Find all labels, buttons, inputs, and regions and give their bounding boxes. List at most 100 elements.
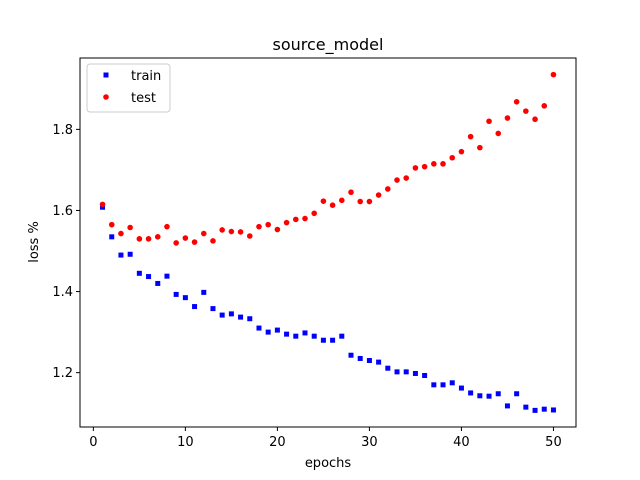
test-point — [348, 189, 354, 196]
legend-train-label: train — [131, 69, 161, 84]
x-tick-label: 0 — [89, 435, 97, 450]
train-point — [192, 304, 198, 310]
test-point — [164, 223, 170, 230]
train-point — [100, 204, 106, 210]
test-point — [311, 210, 317, 217]
train-point — [293, 333, 299, 339]
legend-train-marker — [103, 72, 109, 78]
y-axis-ticks: 1.2 1.4 1.6 1.8 — [52, 123, 80, 381]
test-point — [118, 230, 124, 237]
test-point — [200, 230, 207, 237]
y-tick-label: 1.2 — [52, 366, 73, 381]
test-point — [449, 154, 456, 161]
plot-frame — [79, 57, 577, 428]
train-point — [247, 316, 253, 322]
y-axis-title: loss % — [27, 221, 42, 263]
train-point — [412, 370, 418, 376]
train-point — [155, 280, 161, 286]
train-point — [320, 337, 326, 343]
test-point — [339, 197, 345, 204]
test-point — [385, 186, 391, 192]
test-point — [403, 175, 410, 181]
test-point — [228, 228, 235, 235]
test-point — [246, 233, 253, 239]
train-point — [228, 311, 234, 317]
legend: train test — [86, 63, 171, 113]
train-point — [550, 407, 556, 413]
test-point — [320, 198, 327, 204]
train-point — [311, 333, 317, 339]
test-point — [191, 239, 198, 245]
train-point — [495, 391, 501, 397]
test-point — [477, 144, 483, 151]
x-tick-label: 50 — [545, 435, 562, 450]
test-point — [265, 221, 271, 228]
train-point — [532, 407, 538, 413]
x-tick-label: 20 — [269, 435, 286, 450]
test-point — [357, 198, 364, 205]
test-point — [523, 108, 529, 114]
train-point — [431, 382, 437, 388]
test-point — [237, 229, 244, 235]
train-point — [339, 333, 345, 339]
test-point — [182, 235, 189, 241]
test-point — [302, 215, 308, 222]
train-point — [403, 369, 409, 375]
test-point — [173, 240, 179, 246]
train-point — [127, 251, 133, 257]
test-point — [550, 71, 557, 78]
test-point — [513, 98, 520, 105]
train-point — [284, 331, 290, 337]
train-point — [348, 352, 354, 358]
x-axis-title: epochs — [305, 456, 352, 471]
train-point — [357, 355, 363, 361]
test-point — [127, 224, 133, 231]
data-marks — [99, 71, 557, 413]
x-tick-label: 40 — [453, 435, 470, 450]
test-point — [136, 236, 143, 242]
test-point — [440, 161, 446, 167]
test-point — [283, 219, 290, 226]
test-point — [504, 115, 511, 121]
test-point — [329, 202, 336, 208]
y-tick-label: 1.4 — [52, 285, 73, 300]
legend-test-label: test — [131, 91, 156, 106]
test-point — [532, 116, 538, 123]
test-point — [412, 165, 419, 171]
test-point — [467, 133, 474, 140]
train-point — [118, 252, 124, 258]
train-point — [219, 312, 225, 318]
y-tick-label: 1.8 — [52, 123, 73, 138]
train-point — [422, 373, 428, 379]
train-point — [449, 380, 455, 386]
train-point — [486, 393, 492, 399]
train-point — [504, 403, 510, 409]
test-point — [421, 163, 428, 170]
test-point — [431, 161, 437, 167]
test-point — [292, 216, 299, 223]
test-point — [210, 238, 216, 244]
train-point — [523, 404, 529, 410]
train-point — [330, 337, 336, 343]
train-point — [458, 385, 464, 391]
train-point — [477, 393, 483, 399]
train-point — [136, 270, 142, 276]
test-point — [458, 148, 465, 155]
test-point — [219, 227, 225, 233]
test-point — [108, 221, 115, 228]
test-point — [256, 223, 262, 230]
train-point — [514, 391, 520, 397]
train-point — [394, 369, 400, 375]
test-point — [274, 226, 281, 233]
train-point — [182, 295, 188, 301]
test-point — [486, 118, 492, 125]
x-tick-label: 10 — [177, 435, 194, 450]
train-point — [238, 314, 244, 320]
train-point — [274, 327, 280, 333]
test-point — [375, 192, 382, 198]
train-point — [109, 234, 115, 240]
test-point — [394, 177, 400, 183]
test-point — [145, 236, 152, 242]
train-point — [541, 406, 547, 412]
test-point — [154, 234, 161, 240]
